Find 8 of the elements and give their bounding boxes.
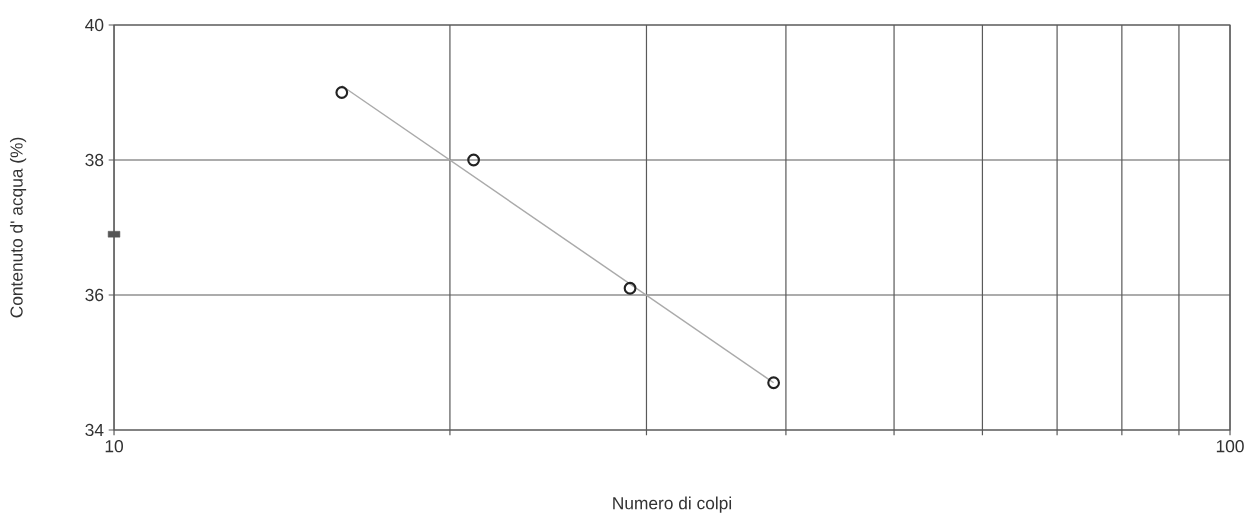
- y-tick-label: 34: [85, 423, 104, 437]
- x-axis-title: Numero di colpi: [613, 496, 732, 513]
- y-tick-label: 40: [85, 18, 104, 32]
- y-tick-label: 36: [85, 288, 104, 302]
- y-tick-label: 38: [85, 153, 104, 167]
- y-axis-title: Contenuto d' acqua (%): [9, 137, 27, 318]
- x-tick-label: 100: [1216, 440, 1244, 453]
- x-tick-label: 10: [105, 440, 123, 453]
